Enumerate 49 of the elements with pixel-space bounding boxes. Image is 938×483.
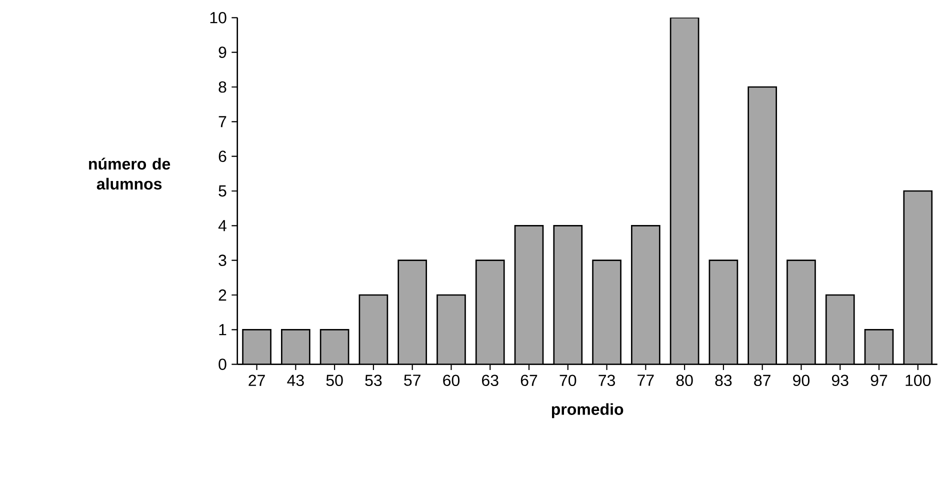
- bar: [476, 260, 504, 364]
- bar: [826, 295, 854, 364]
- x-tick-label: 57: [404, 374, 420, 386]
- x-tick-label: 97: [870, 374, 888, 386]
- x-tick-label: 90: [793, 374, 810, 386]
- x-tick-label: 83: [715, 374, 732, 386]
- x-tick-label: 77: [638, 374, 654, 386]
- bar: [748, 87, 776, 364]
- bar: [398, 260, 426, 364]
- x-tick-label: 87: [754, 374, 770, 386]
- x-tick-label: 53: [365, 374, 382, 386]
- x-tick-label: 80: [676, 374, 693, 386]
- y-tick-label: 0: [218, 358, 226, 370]
- x-tick-label: 67: [520, 374, 538, 386]
- bar: [709, 260, 738, 364]
- bar: [437, 295, 466, 364]
- x-axis-title: promedio: [552, 403, 624, 418]
- bar: [282, 330, 310, 364]
- x-tick-label: 73: [598, 374, 615, 386]
- y-tick-label: 1: [219, 324, 226, 336]
- x-tick-label: 43: [287, 374, 304, 386]
- y-tick-label: 7: [218, 116, 226, 128]
- bar: [554, 226, 582, 364]
- x-tick-label: 27: [248, 374, 265, 386]
- y-tick-label: 5: [218, 185, 226, 197]
- y-tick-label: 6: [218, 150, 226, 162]
- y-tick-label: 10: [210, 12, 226, 24]
- x-tick-label: 93: [832, 374, 848, 386]
- bar: [670, 18, 699, 364]
- bar: [242, 330, 271, 364]
- x-tick-label: 63: [482, 374, 498, 386]
- bar: [592, 260, 621, 364]
- y-tick-label: 8: [218, 81, 226, 93]
- y-tick-label: 9: [218, 46, 226, 58]
- bar: [359, 295, 388, 364]
- bar: [515, 226, 544, 364]
- bar: [787, 260, 816, 364]
- x-tick-label: 50: [326, 374, 343, 386]
- bar: [632, 226, 660, 364]
- y-tick-label: 4: [218, 220, 226, 232]
- y-axis-title: número de alumnos: [89, 158, 170, 190]
- y-tick-label: 3: [218, 254, 226, 266]
- y-tick-label: 2: [218, 289, 226, 301]
- x-tick-label: 60: [443, 374, 460, 386]
- bar: [903, 190, 933, 364]
- bar: [320, 330, 349, 364]
- x-tick-label: 100: [906, 374, 931, 386]
- x-tick-label: 70: [560, 374, 576, 386]
- bar: [865, 330, 894, 364]
